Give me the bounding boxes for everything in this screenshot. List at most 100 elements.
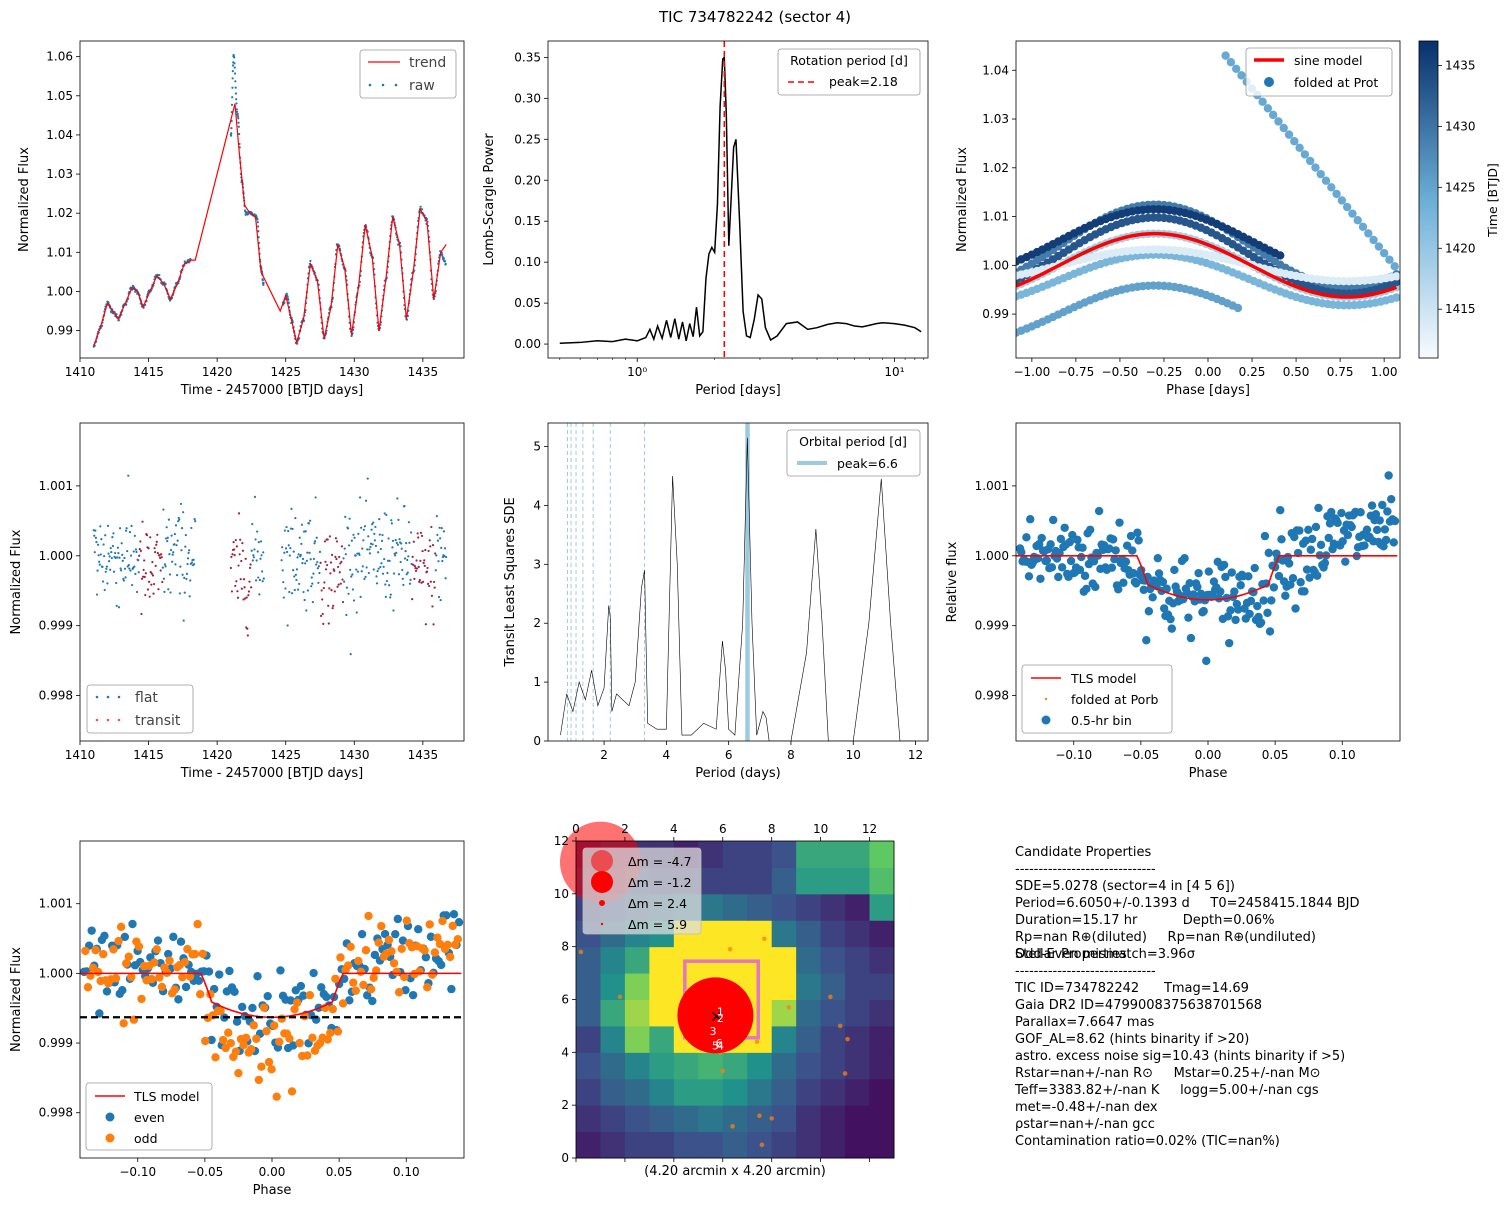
flat-point: [182, 619, 185, 622]
flat-point: [134, 572, 137, 575]
x-axis-label: Period (days): [695, 766, 781, 781]
flat-point: [288, 590, 291, 594]
transit-point: [247, 590, 251, 593]
bin-point: [1286, 580, 1295, 589]
raw-point: [231, 70, 234, 73]
properties-text: Candidate Properties --------------------…: [1015, 810, 1360, 1149]
y-tick-label: 0: [533, 734, 541, 748]
flat-point: [436, 533, 439, 537]
bin-point: [1225, 638, 1234, 648]
folded-point: [1237, 71, 1246, 80]
transit-point: [339, 582, 342, 585]
flat-point: [112, 532, 115, 535]
folded-point: [1290, 137, 1299, 146]
transit-point: [157, 588, 160, 591]
flat-point: [293, 588, 296, 592]
raw-point: [231, 86, 234, 89]
bin-point: [1214, 594, 1224, 603]
legend-title: Rotation period [d]: [790, 53, 908, 68]
folded-point: [1231, 64, 1241, 73]
flat-point: [168, 573, 172, 576]
flat-point: [185, 572, 189, 576]
raw-point: [238, 132, 241, 136]
folded-point: [1358, 222, 1368, 232]
transit-point: [159, 569, 162, 572]
pixel: [845, 1078, 871, 1106]
transit-point: [415, 567, 419, 570]
bin-point: [1166, 614, 1175, 624]
x-tick-label: 1415: [133, 365, 164, 379]
odd-point: [420, 946, 429, 955]
bin-point: [1080, 571, 1090, 581]
transit-point: [244, 557, 247, 560]
flat-point: [289, 547, 292, 550]
odd-point: [195, 989, 205, 999]
flat-point: [304, 530, 307, 533]
pixel: [649, 1105, 675, 1133]
pixel: [698, 841, 724, 868]
legend-box: [777, 48, 921, 96]
flat-point: [317, 581, 320, 584]
star-label: 5: [712, 1040, 719, 1053]
flat-point: [301, 561, 304, 565]
flat-point: [405, 541, 408, 545]
flat-point: [127, 474, 130, 477]
transit-point: [434, 552, 437, 555]
bin-point: [1199, 606, 1208, 616]
flat-point: [347, 544, 351, 547]
raw-point: [287, 298, 290, 301]
transit-point: [329, 572, 332, 575]
property-line: Gaia DR2 ID=4799008375638701568: [1015, 998, 1263, 1013]
even-point: [380, 929, 390, 939]
transit-point: [425, 570, 429, 573]
flat-point: [129, 569, 132, 572]
flat-point: [124, 529, 128, 532]
property-line: ρstar=nan+/-nan gcc: [1015, 1117, 1155, 1132]
pixel: [649, 1052, 675, 1080]
bin-point: [1017, 547, 1026, 557]
flat-point: [98, 560, 101, 563]
x-axis-label: Time - 2457000 [BTJD days]: [180, 766, 363, 781]
colorbar-tick-label: 1425: [1445, 180, 1476, 194]
transit-point: [246, 634, 249, 637]
legend-flat-marker: [106, 695, 110, 699]
transit-point: [323, 581, 326, 584]
transit-point: [140, 612, 143, 616]
odd-point: [254, 1075, 264, 1085]
bin-point: [1054, 572, 1063, 582]
y-tick-label: 2: [533, 616, 541, 630]
flat-point: [437, 595, 441, 599]
flat-point: [257, 576, 260, 579]
legend-label: transit: [135, 713, 181, 729]
legend-transit-marker: [95, 718, 99, 722]
flat-point: [262, 551, 265, 554]
flat-point: [290, 592, 294, 595]
flat-point: [163, 563, 167, 566]
flat-point: [166, 536, 169, 539]
flat-point: [352, 533, 355, 536]
flat-point: [316, 560, 319, 564]
flat-point: [107, 552, 110, 555]
raw-point: [257, 230, 260, 233]
bin-point: [1110, 555, 1119, 564]
folded-point: [1374, 242, 1384, 251]
flat-point: [298, 536, 301, 539]
raw-point: [444, 262, 447, 266]
legend-label: odd: [134, 1131, 158, 1146]
odd-point: [433, 933, 442, 942]
flat-point: [377, 567, 380, 570]
flat-point: [409, 531, 413, 534]
field-star: [730, 1124, 735, 1129]
odd-point: [285, 1034, 294, 1043]
transit-point: [156, 533, 159, 536]
legend-even-marker: [105, 1112, 115, 1122]
folded-point: [1353, 216, 1362, 225]
flat-point: [174, 563, 177, 566]
flat-point: [350, 575, 353, 578]
transit-point: [321, 598, 324, 601]
bin-point: [1185, 578, 1194, 588]
pixel: [576, 1052, 601, 1080]
bin-point: [1263, 608, 1272, 618]
flat-point: [290, 507, 293, 511]
even-point: [215, 970, 224, 979]
